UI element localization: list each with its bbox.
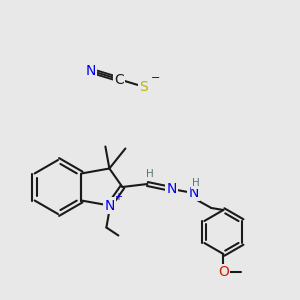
Text: C: C	[114, 73, 124, 87]
Text: H: H	[191, 178, 199, 188]
Text: N: N	[86, 64, 96, 78]
Text: −: −	[151, 73, 160, 83]
Text: H: H	[146, 169, 153, 179]
Text: S: S	[139, 80, 147, 94]
Text: N: N	[104, 199, 115, 212]
Text: +: +	[114, 191, 122, 202]
Text: N: N	[188, 186, 199, 200]
Text: O: O	[218, 265, 229, 279]
Text: N: N	[166, 182, 177, 196]
